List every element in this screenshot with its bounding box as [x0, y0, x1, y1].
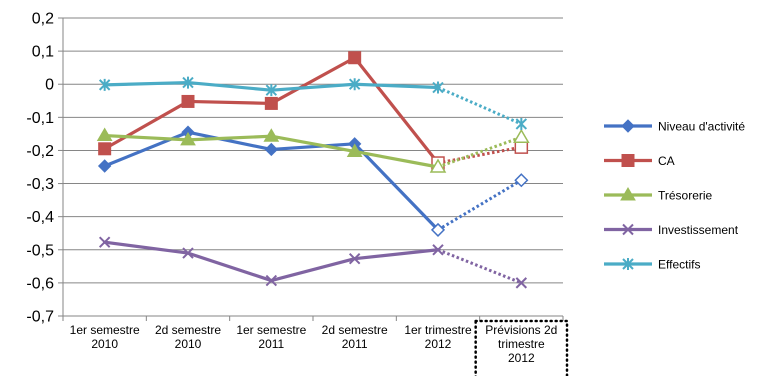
y-tick-label: -0,2: [26, 143, 54, 160]
x-tick-label: 1er semestre 2011: [236, 323, 306, 351]
x-tick-label-line: 2010: [175, 337, 202, 351]
legend-entry: Niveau d'activité: [604, 119, 745, 134]
x-tick-label-line: 2d semestre: [322, 323, 388, 337]
point-marker: [98, 236, 111, 248]
legend-entry: Effectifs: [604, 258, 700, 272]
point-marker: [432, 81, 444, 94]
series-effectifs: [98, 76, 528, 130]
x-tick-label: 2d semestre 2010: [155, 323, 221, 351]
point-marker: [263, 128, 280, 142]
series-forecast-line: [437, 145, 522, 165]
y-tick-label: -0,5: [26, 242, 54, 259]
point-marker: [621, 154, 635, 167]
point-marker: [98, 142, 112, 156]
point-marker: [514, 173, 529, 188]
x-tick-label-line: 1er semestre: [70, 323, 140, 337]
point-marker: [265, 274, 278, 287]
x-tick-label: 2d semestre 2011: [322, 323, 388, 351]
x-tick-label-line: 2011: [258, 337, 284, 351]
series-forecast-line: [437, 248, 522, 285]
forecast-highlight-box: [474, 319, 569, 381]
series-investissement: [98, 236, 528, 289]
point-marker: [180, 131, 196, 146]
legend-label: Investissement: [658, 223, 739, 237]
y-tick-label: 0,2: [32, 11, 54, 28]
y-tick-labels: 0,2 0,1 0 -0,1 -0,2 -0,3 -0,4 -0,5 -0,6 -0,7: [26, 11, 54, 326]
series-ca: [98, 51, 529, 170]
point-marker: [346, 143, 363, 157]
series-forecast-line: [437, 86, 522, 126]
legend: Niveau d'activité CA Trésorerie Investissem…: [604, 119, 745, 272]
x-tick-label-line: Prévisions 2d: [485, 323, 557, 337]
point-marker: [348, 78, 361, 91]
point-marker: [97, 159, 112, 173]
point-marker: [181, 94, 195, 108]
point-marker: [622, 258, 634, 270]
point-marker: [348, 253, 361, 265]
x-tick-label-line: 2012: [508, 351, 535, 365]
x-tick-label-line: 1er trimestre: [404, 323, 472, 337]
point-marker: [622, 223, 634, 236]
legend-label: Trésorerie: [658, 189, 713, 203]
x-tick-label: Prévisions 2d trimestre 2012: [485, 323, 557, 365]
y-tick-label: -0,1: [26, 110, 54, 127]
point-marker: [430, 222, 446, 237]
legend-entry: Investissement: [604, 223, 739, 237]
point-marker: [182, 76, 194, 89]
legend-entry: CA: [604, 154, 675, 168]
forecast-box-outline: [474, 319, 569, 381]
x-tick-label: 1er semestre 2010: [70, 323, 140, 351]
x-tick-label-line: 2011: [342, 337, 368, 351]
x-tick-label-line: 1er semestre: [236, 323, 306, 337]
x-tick-label: 1er trimestre 2012: [404, 323, 472, 351]
point-marker: [264, 142, 279, 157]
x-tick-label-line: trimestre: [498, 337, 545, 351]
point-marker: [513, 128, 530, 143]
x-tick-label-line: 2d semestre: [155, 323, 221, 337]
y-tick-label: 0,1: [32, 44, 54, 61]
point-marker: [265, 84, 278, 97]
legend-label: CA: [658, 154, 675, 168]
point-marker: [182, 247, 194, 259]
legend-label: Niveau d'activité: [658, 120, 745, 134]
y-tick-label: -0,6: [26, 275, 54, 292]
point-marker: [429, 158, 447, 173]
series-tr-sorerie: [96, 127, 530, 173]
legend-label: Effectifs: [658, 258, 700, 272]
axes: [58, 17, 564, 321]
point-marker: [432, 244, 444, 256]
legend-entry: Trésorerie: [604, 187, 713, 203]
series-niveau-d-activit-: [97, 125, 529, 237]
series-line: [103, 240, 440, 283]
point-marker: [515, 117, 528, 130]
y-tick-label: -0,4: [26, 209, 54, 226]
series-lines: [96, 51, 530, 289]
y-tick-label: -0,7: [26, 309, 54, 326]
x-tick-label-line: 2010: [91, 337, 118, 351]
gridlines: [63, 17, 563, 317]
point-marker: [98, 78, 111, 91]
point-marker: [515, 277, 528, 289]
x-tick-label-line: 2012: [425, 337, 452, 351]
y-tick-label: -0,3: [26, 176, 54, 193]
point-marker: [348, 51, 362, 65]
point-marker: [621, 119, 635, 133]
point-marker: [96, 127, 113, 142]
point-marker: [264, 96, 278, 110]
point-marker: [620, 187, 636, 201]
series-forecast-line: [437, 178, 523, 232]
y-tick-label: 0: [45, 77, 54, 94]
series-forecast-line: [437, 135, 522, 169]
